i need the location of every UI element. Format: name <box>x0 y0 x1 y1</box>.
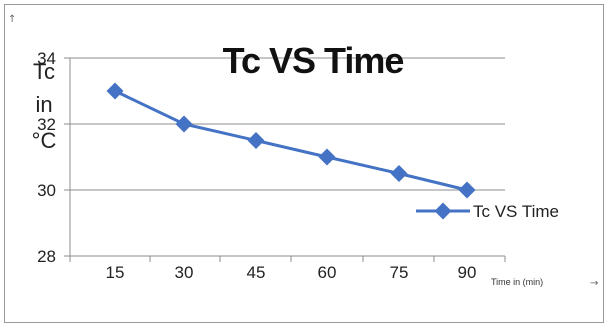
chart-title: Tc VS Time <box>223 40 404 81</box>
series-group <box>106 82 476 199</box>
x-tick-marks <box>69 256 506 262</box>
x-tick-label: 45 <box>247 263 266 282</box>
data-point-marker <box>318 148 336 166</box>
data-point-marker <box>390 165 408 182</box>
y-axis-arrow-icon: ↑ <box>8 14 16 25</box>
y-axis-label: Tc in °C <box>32 59 57 153</box>
series-line <box>114 89 468 192</box>
y-tick-label: 30 <box>37 181 56 200</box>
y-axis-label-line: in <box>35 92 52 117</box>
x-tick-label: 60 <box>318 263 337 282</box>
x-tick-label: 75 <box>390 263 409 282</box>
chart-frame <box>4 4 604 323</box>
y-axis-label-line: Tc <box>33 59 55 84</box>
x-axis-label: Time in (min) <box>491 277 543 287</box>
data-point-marker <box>106 82 124 100</box>
x-tick-label: 30 <box>175 263 194 282</box>
y-tick-label: 34 <box>37 49 56 68</box>
y-tick-marks <box>64 57 70 257</box>
legend-label: Tc VS Time <box>473 202 559 221</box>
data-point-marker <box>247 132 265 149</box>
legend: Tc VS Time <box>416 202 559 221</box>
data-point-marker <box>458 181 476 199</box>
gridlines <box>70 57 505 191</box>
y-tick-label: 32 <box>37 115 56 134</box>
y-tick-label: 28 <box>37 247 56 266</box>
x-axis-arrow-icon: → <box>590 278 598 289</box>
y-tick-labels: 34 32 30 28 <box>37 49 56 266</box>
x-tick-labels: 15 30 45 60 75 90 <box>106 263 477 282</box>
y-axis-label-line: °C <box>32 128 57 153</box>
x-tick-label: 15 <box>106 263 125 282</box>
x-tick-label: 90 <box>458 263 477 282</box>
data-point-marker <box>175 115 193 133</box>
legend-marker <box>434 202 452 220</box>
